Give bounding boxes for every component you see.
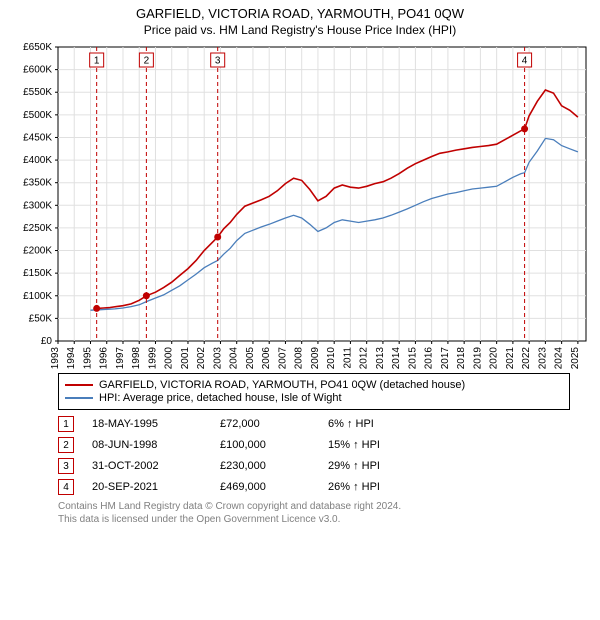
svg-text:2021: 2021 bbox=[505, 347, 516, 369]
sale-price: £230,000 bbox=[220, 460, 310, 472]
sales-row: 3 31-OCT-2002 £230,000 29% ↑ HPI bbox=[58, 458, 570, 474]
title-line1: GARFIELD, VICTORIA ROAD, YARMOUTH, PO41 … bbox=[0, 6, 600, 21]
svg-text:2014: 2014 bbox=[391, 347, 402, 369]
svg-text:2007: 2007 bbox=[277, 347, 288, 369]
titles: GARFIELD, VICTORIA ROAD, YARMOUTH, PO41 … bbox=[0, 0, 600, 39]
sale-price: £100,000 bbox=[220, 439, 310, 451]
svg-text:£650K: £650K bbox=[23, 42, 52, 53]
svg-text:2015: 2015 bbox=[407, 347, 418, 369]
svg-text:2009: 2009 bbox=[310, 347, 321, 369]
svg-text:2008: 2008 bbox=[294, 347, 305, 369]
svg-text:2022: 2022 bbox=[521, 347, 532, 369]
svg-text:2005: 2005 bbox=[245, 347, 256, 369]
svg-text:1: 1 bbox=[94, 56, 100, 67]
svg-text:£50K: £50K bbox=[29, 313, 53, 324]
footer: Contains HM Land Registry data © Crown c… bbox=[58, 501, 570, 526]
svg-text:1995: 1995 bbox=[82, 347, 93, 369]
svg-text:2017: 2017 bbox=[440, 347, 451, 369]
svg-text:£100K: £100K bbox=[23, 291, 52, 302]
svg-text:£500K: £500K bbox=[23, 110, 52, 121]
svg-text:1993: 1993 bbox=[50, 347, 61, 369]
chart-container: GARFIELD, VICTORIA ROAD, YARMOUTH, PO41 … bbox=[0, 0, 600, 526]
svg-text:1994: 1994 bbox=[66, 347, 77, 369]
svg-text:2: 2 bbox=[144, 56, 150, 67]
price-chart: £0 £50K £100K £150K £200K £250K £300K £350K £400… bbox=[0, 39, 600, 369]
svg-text:£300K: £300K bbox=[23, 200, 52, 211]
svg-text:£550K: £550K bbox=[23, 87, 52, 98]
svg-text:2011: 2011 bbox=[342, 347, 353, 369]
svg-text:£450K: £450K bbox=[23, 132, 52, 143]
sale-date: 08-JUN-1998 bbox=[92, 439, 202, 451]
svg-text:2002: 2002 bbox=[196, 347, 207, 369]
sale-vs-hpi: 15% ↑ HPI bbox=[328, 439, 408, 451]
svg-text:£600K: £600K bbox=[23, 65, 52, 76]
svg-text:2010: 2010 bbox=[326, 347, 337, 369]
svg-text:2024: 2024 bbox=[554, 347, 565, 369]
sale-price: £72,000 bbox=[220, 418, 310, 430]
legend-swatch-property bbox=[65, 384, 93, 386]
legend-label: GARFIELD, VICTORIA ROAD, YARMOUTH, PO41 … bbox=[99, 379, 465, 391]
svg-text:£200K: £200K bbox=[23, 246, 52, 257]
footer-line1: Contains HM Land Registry data © Crown c… bbox=[58, 501, 570, 514]
svg-text:2012: 2012 bbox=[359, 347, 370, 369]
svg-text:£250K: £250K bbox=[23, 223, 52, 234]
sale-date: 18-MAY-1995 bbox=[92, 418, 202, 430]
sales-row: 2 08-JUN-1998 £100,000 15% ↑ HPI bbox=[58, 437, 570, 453]
sale-marker-icon: 1 bbox=[58, 416, 74, 432]
svg-text:2018: 2018 bbox=[456, 347, 467, 369]
legend-swatch-hpi bbox=[65, 397, 93, 399]
svg-text:2003: 2003 bbox=[212, 347, 223, 369]
sale-date: 20-SEP-2021 bbox=[92, 481, 202, 493]
svg-text:2006: 2006 bbox=[261, 347, 272, 369]
svg-text:£0: £0 bbox=[41, 336, 53, 347]
svg-text:2025: 2025 bbox=[570, 347, 581, 369]
svg-text:1999: 1999 bbox=[147, 347, 158, 369]
legend-label: HPI: Average price, detached house, Isle… bbox=[99, 392, 342, 404]
sale-vs-hpi: 6% ↑ HPI bbox=[328, 418, 408, 430]
svg-text:£150K: £150K bbox=[23, 268, 52, 279]
svg-text:3: 3 bbox=[215, 56, 221, 67]
legend-row: GARFIELD, VICTORIA ROAD, YARMOUTH, PO41 … bbox=[65, 379, 563, 391]
sale-vs-hpi: 29% ↑ HPI bbox=[328, 460, 408, 472]
svg-text:2013: 2013 bbox=[375, 347, 386, 369]
svg-text:2004: 2004 bbox=[229, 347, 240, 369]
sale-marker-icon: 3 bbox=[58, 458, 74, 474]
footer-line2: This data is licensed under the Open Gov… bbox=[58, 514, 570, 527]
svg-text:1996: 1996 bbox=[99, 347, 110, 369]
sales-row: 1 18-MAY-1995 £72,000 6% ↑ HPI bbox=[58, 416, 570, 432]
svg-text:£400K: £400K bbox=[23, 155, 52, 166]
sale-marker-icon: 2 bbox=[58, 437, 74, 453]
sales-table: 1 18-MAY-1995 £72,000 6% ↑ HPI 2 08-JUN-… bbox=[58, 416, 570, 495]
svg-text:2019: 2019 bbox=[472, 347, 483, 369]
svg-text:2016: 2016 bbox=[424, 347, 435, 369]
sales-row: 4 20-SEP-2021 £469,000 26% ↑ HPI bbox=[58, 479, 570, 495]
legend: GARFIELD, VICTORIA ROAD, YARMOUTH, PO41 … bbox=[58, 373, 570, 410]
svg-text:1997: 1997 bbox=[115, 347, 126, 369]
svg-text:£350K: £350K bbox=[23, 178, 52, 189]
svg-text:1998: 1998 bbox=[131, 347, 142, 369]
sale-date: 31-OCT-2002 bbox=[92, 460, 202, 472]
title-line2: Price paid vs. HM Land Registry's House … bbox=[0, 23, 600, 37]
svg-text:2020: 2020 bbox=[489, 347, 500, 369]
legend-row: HPI: Average price, detached house, Isle… bbox=[65, 392, 563, 404]
sale-marker-icon: 4 bbox=[58, 479, 74, 495]
sale-price: £469,000 bbox=[220, 481, 310, 493]
svg-text:2023: 2023 bbox=[537, 347, 548, 369]
svg-text:2001: 2001 bbox=[180, 347, 191, 369]
sale-vs-hpi: 26% ↑ HPI bbox=[328, 481, 408, 493]
svg-text:4: 4 bbox=[522, 56, 528, 67]
svg-text:2000: 2000 bbox=[164, 347, 175, 369]
